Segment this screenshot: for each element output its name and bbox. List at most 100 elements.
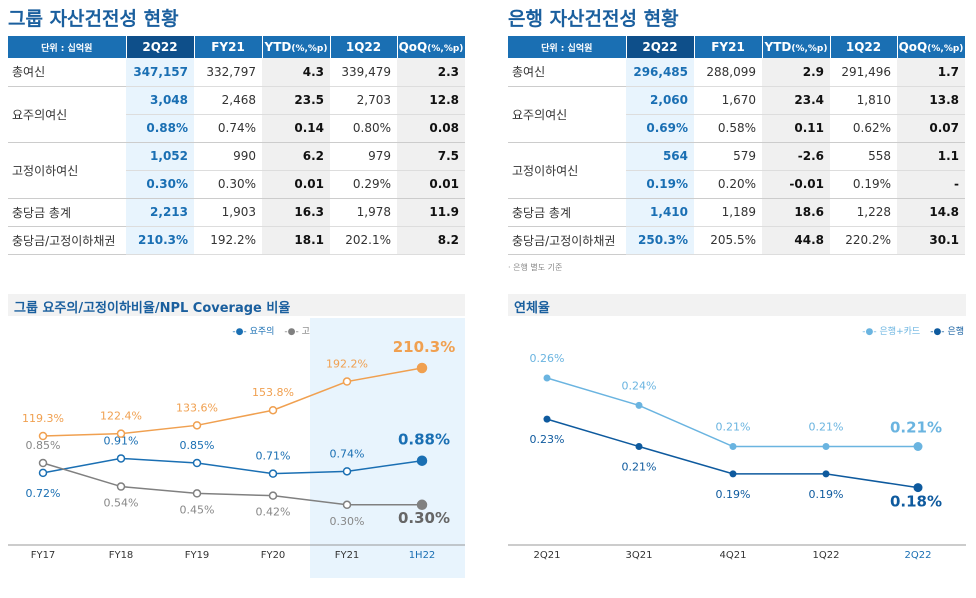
data-point <box>192 489 202 498</box>
cell: 990 <box>194 142 262 171</box>
legend-marker-icon: -●- <box>232 327 247 337</box>
legend-marker-icon: -●- <box>862 327 877 337</box>
data-point <box>543 374 551 382</box>
header-label: 단위 : 십억원 <box>41 43 93 54</box>
cell: 1,903 <box>194 198 262 227</box>
cell: 347,157 <box>126 58 194 87</box>
x-tick-label: FY20 <box>261 550 286 561</box>
row-label: 고정이하여신 <box>508 142 626 199</box>
x-tick-label: 4Q21 <box>720 550 747 561</box>
header-label: 2Q22 <box>642 40 678 54</box>
data-label: 0.88% <box>398 431 450 449</box>
cell: 0.80% <box>330 114 397 143</box>
row-label: 고정이하여신 <box>8 142 126 199</box>
cell: 0.11 <box>762 114 830 143</box>
cell: 0.74% <box>194 114 262 143</box>
cell: 18.6 <box>762 198 830 227</box>
x-tick-label: FY21 <box>335 550 360 561</box>
row-label: 요주의여신 <box>8 86 126 143</box>
x-tick-label: 1Q22 <box>813 550 840 561</box>
chart2-title: 연체율 <box>508 294 966 316</box>
data-label: 0.30% <box>330 515 365 528</box>
col-header: YTD(%,%p) <box>262 36 331 58</box>
row-label: 총여신 <box>8 58 126 87</box>
legend-item: -●- 은행 <box>930 324 964 337</box>
data-label: 0.21% <box>716 421 751 434</box>
cell: 0.30% <box>194 170 262 199</box>
data-label: 0.21% <box>809 421 844 434</box>
cell: 0.20% <box>694 170 762 199</box>
cell: 2,060 <box>626 86 694 115</box>
legend-item: -●- 은행+카드 <box>862 324 920 337</box>
bank-note: · 은행 별도 기준 <box>508 263 563 272</box>
cell: 250.3% <box>626 226 694 255</box>
data-label: 119.3% <box>22 412 64 425</box>
header-label: FY21 <box>211 40 245 54</box>
cell: 23.4 <box>762 86 830 115</box>
table-row: 0.88% 0.74% 0.14 0.80% 0.08 <box>8 114 465 143</box>
header-label: 1Q22 <box>345 40 382 54</box>
col-header: QoQ(%,%p) <box>397 36 466 58</box>
data-point <box>192 458 202 468</box>
data-point <box>342 377 352 386</box>
data-point <box>543 415 551 423</box>
cell: 288,099 <box>694 58 762 87</box>
cell: 0.08 <box>397 114 465 143</box>
group-title: 그룹 자산건전성 현황 <box>8 8 179 30</box>
cell: 192.2% <box>194 226 262 255</box>
cell: 3,048 <box>126 86 194 115</box>
table-row: 0.30% 0.30% 0.01 0.29% 0.01 <box>8 170 465 199</box>
header-label: QoQ <box>898 40 928 54</box>
data-point <box>116 482 126 491</box>
pct-unit: (%,%p) <box>427 44 464 54</box>
row-label: 충당금/고정이하채권 <box>8 226 126 255</box>
data-label: 153.8% <box>252 386 294 399</box>
legend-label: 은행+카드 <box>879 327 921 337</box>
header-label: QoQ <box>398 40 428 54</box>
table-row: 총여신 347,157 332,797 4.3 339,479 2.3 <box>8 58 465 87</box>
pct-unit: (%,%p) <box>791 44 828 54</box>
row-label: 충당금 총계 <box>508 198 626 227</box>
x-tick-label: FY19 <box>185 550 210 561</box>
data-point <box>416 455 428 466</box>
legend-label: 은행 <box>947 327 964 337</box>
row-label: 요주의여신 <box>508 86 626 143</box>
data-point <box>268 405 278 415</box>
x-tick-label: 2Q22 <box>905 550 932 561</box>
cell: 291,496 <box>830 58 897 87</box>
data-label: 0.71% <box>256 450 291 463</box>
cell: 13.8 <box>897 86 965 115</box>
data-label: 0.18% <box>890 493 942 511</box>
table-row: 고정이하여신 1,052 990 6.2 979 7.5 <box>8 142 465 199</box>
data-point <box>268 469 278 478</box>
cell: 23.5 <box>262 86 330 115</box>
cell: 210.3% <box>126 226 194 255</box>
data-label: 0.21% <box>890 419 942 437</box>
cell: 30.1 <box>897 226 965 255</box>
highlight-region <box>310 318 465 578</box>
cell: 14.8 <box>897 198 965 227</box>
col-header: FY21 <box>194 36 263 58</box>
legend-item: -●- 요주의 <box>232 324 274 337</box>
col-header: FY21 <box>694 36 763 58</box>
data-label: 0.54% <box>104 497 139 510</box>
legend-marker-icon: -●- <box>930 327 945 337</box>
cell: 0.62% <box>830 114 897 143</box>
data-point <box>729 470 737 478</box>
x-tick-label: 2Q21 <box>534 550 561 561</box>
data-label: 0.21% <box>622 461 657 474</box>
data-label: 0.26% <box>530 352 565 365</box>
cell: 205.5% <box>694 226 762 255</box>
cell: 0.29% <box>330 170 397 199</box>
data-label: 210.3% <box>393 338 455 356</box>
col-header: 단위 : 십억원 <box>508 36 627 58</box>
cell: 11.9 <box>397 198 465 227</box>
col-header: 1Q22 <box>330 36 398 58</box>
header-label: YTD <box>264 40 292 54</box>
data-label: 0.91% <box>104 434 139 447</box>
cell: 2,213 <box>126 198 194 227</box>
data-label: 133.6% <box>176 401 218 414</box>
data-point <box>416 362 428 374</box>
cell: 0.30% <box>126 170 194 199</box>
data-point <box>822 470 830 478</box>
